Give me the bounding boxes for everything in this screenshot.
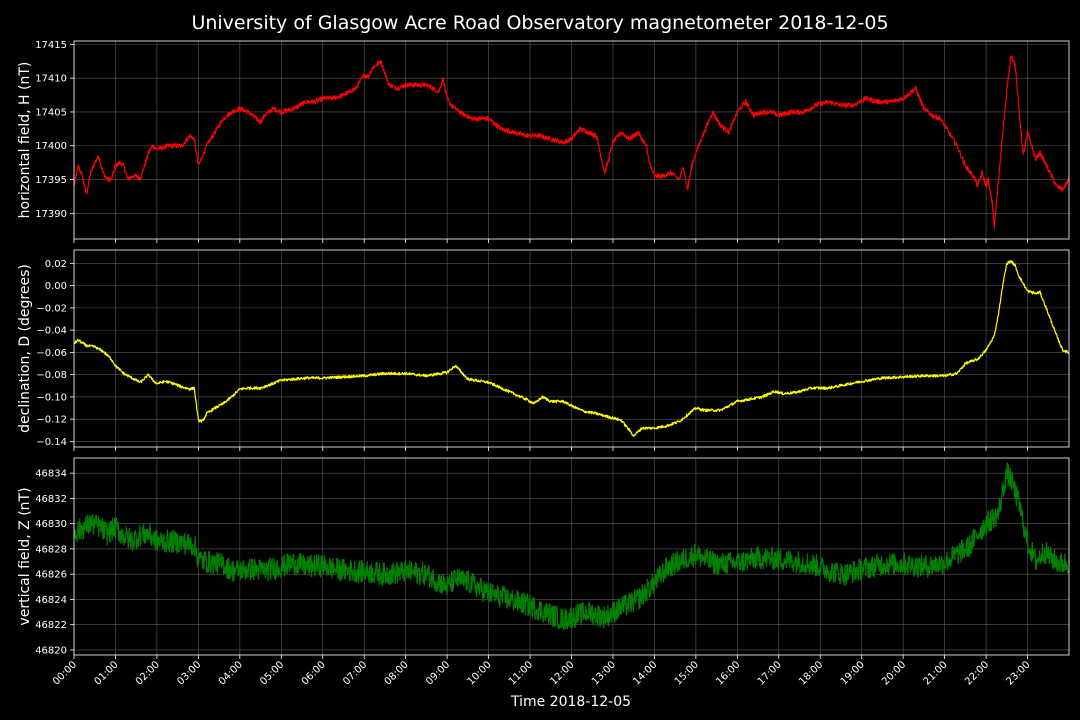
y-tick-label: 46832	[35, 494, 67, 505]
panel-z: 46820 46822 46824 46826 46828 46830 46832 46834…	[17, 457, 1070, 659]
series-line-z	[73, 462, 1070, 630]
y-axis-label: vertical field, Z (nT)	[17, 487, 33, 625]
y-tick-label: −0.06	[36, 348, 67, 359]
y-tick-label: 17410	[35, 74, 67, 85]
y-tick-label: 0.02	[45, 259, 67, 270]
y-tick-label: 46822	[35, 620, 67, 631]
y-tick-label: 46820	[35, 645, 67, 656]
y-tick-label: −0.10	[36, 392, 67, 403]
series-line-d	[73, 259, 1070, 437]
axes-frame	[73, 457, 1070, 656]
panel-h: 17390 17395 17400 17405 17410 17415horizontal…	[17, 40, 1070, 243]
y-tick-label: −0.12	[36, 415, 67, 426]
y-tick-label: −0.14	[36, 437, 67, 448]
y-tick-label: 17415	[35, 40, 67, 51]
y-tick-label: 17395	[35, 175, 67, 186]
y-tick-label: −0.04	[36, 326, 67, 337]
y-tick-label: 46830	[35, 519, 67, 530]
y-axis-label: horizontal field, H (nT)	[17, 62, 33, 219]
y-tick-label: −0.02	[36, 303, 67, 314]
y-tick-label: 17400	[35, 141, 67, 152]
chart-title: University of Glasgow Acre Road Observat…	[191, 12, 888, 34]
axes-frame	[73, 249, 1070, 448]
y-tick-label: 46826	[35, 570, 67, 581]
series-line-h	[73, 54, 1070, 229]
y-tick-label: 17405	[35, 107, 67, 118]
y-tick-label: 46828	[35, 544, 67, 555]
y-tick-label: 0.00	[45, 281, 67, 292]
y-axis-label: declination, D (degrees)	[17, 264, 33, 433]
y-tick-label: 17390	[35, 209, 67, 220]
y-tick-label: 46824	[35, 595, 67, 606]
x-axis-label: Time 2018-12-05	[510, 694, 631, 710]
y-tick-label: 46834	[35, 469, 67, 480]
panel-d: −0.14 −0.12 −0.10 −0.08 −0.06 −0.04 −0.02 0.00 0…	[17, 249, 1070, 451]
axes-frame	[73, 40, 1070, 240]
y-tick-label: −0.08	[36, 370, 67, 381]
